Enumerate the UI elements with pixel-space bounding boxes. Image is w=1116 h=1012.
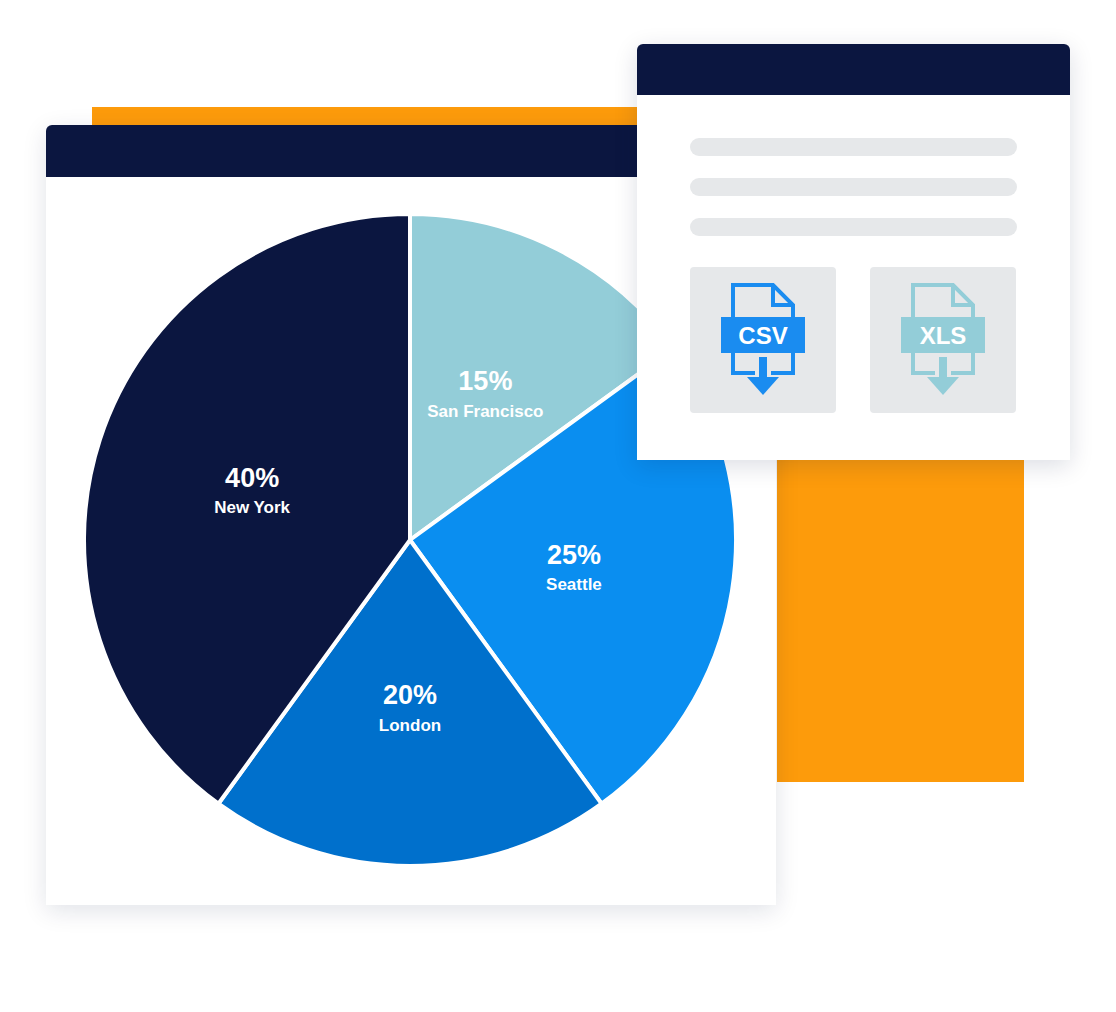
svg-text:XLS: XLS xyxy=(920,322,967,349)
svg-text:25%: 25% xyxy=(547,540,601,570)
svg-text:Seattle: Seattle xyxy=(546,575,602,594)
svg-text:New York: New York xyxy=(214,498,290,517)
svg-text:San Francisco: San Francisco xyxy=(427,402,543,421)
svg-text:40%: 40% xyxy=(225,463,279,493)
svg-text:15%: 15% xyxy=(458,366,512,396)
svg-text:London: London xyxy=(379,716,441,735)
svg-text:CSV: CSV xyxy=(738,322,787,349)
svg-text:20%: 20% xyxy=(383,680,437,710)
